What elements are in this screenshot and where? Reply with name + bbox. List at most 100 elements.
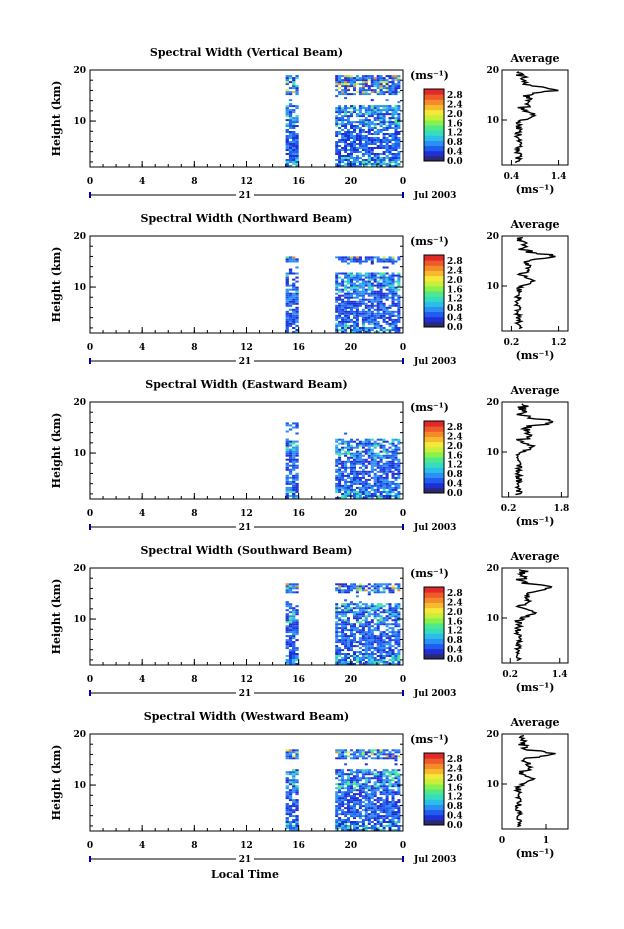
heatmap-cell	[335, 801, 339, 804]
heatmap-cell	[288, 113, 293, 116]
heatmap-cell	[338, 825, 342, 827]
heatmap-cell	[344, 294, 348, 297]
heatmap-cell	[335, 278, 339, 281]
heatmap-cell	[341, 331, 345, 333]
heatmap-cell	[394, 647, 398, 650]
heatmap-cell	[379, 779, 383, 782]
heatmap-cell	[379, 497, 383, 499]
heatmap-cell	[391, 282, 395, 285]
heatmap-cell	[347, 159, 350, 161]
heatmap-cell	[370, 807, 374, 810]
colorbar-swatch	[424, 607, 444, 614]
heatmap-cell	[285, 300, 289, 303]
heatmap-cell	[344, 655, 348, 657]
heatmap-cell	[285, 258, 289, 261]
heatmap-cell	[394, 304, 398, 307]
heatmap-cell	[394, 288, 398, 291]
x-tick-label: 20	[345, 343, 358, 353]
heatmap-cell	[350, 318, 353, 321]
heatmap-cell	[382, 789, 386, 792]
heatmap-cell	[295, 619, 299, 622]
heatmap-cell	[358, 452, 362, 455]
heatmap-cell	[397, 304, 401, 307]
heatmap-cell	[355, 474, 359, 477]
heatmap-cell	[285, 290, 289, 293]
heatmap-cell	[397, 793, 401, 796]
heatmap-cells	[285, 583, 401, 665]
heatmap-cell	[338, 749, 342, 752]
heatmap-cell	[367, 649, 371, 652]
heatmap-cell	[361, 77, 365, 80]
colorbar-swatch	[424, 260, 444, 266]
heatmap-cell	[353, 583, 356, 586]
heatmap-cell	[379, 284, 383, 287]
heatmap-cell	[347, 645, 350, 648]
heatmap-cell	[385, 89, 389, 92]
heatmap-cell	[391, 157, 395, 159]
heatmap-cell	[367, 440, 371, 443]
heatmap-cell	[338, 771, 342, 774]
heatmap-cell	[338, 470, 342, 473]
heatmap-cell	[288, 813, 293, 816]
heatmap-cell	[388, 442, 392, 445]
heatmap-cell	[373, 139, 377, 141]
heatmap-cell	[385, 484, 389, 487]
heatmap-cell	[376, 625, 380, 628]
heatmap-cell	[341, 470, 345, 473]
heatmap-cell	[355, 155, 359, 157]
heatmap-cell	[373, 294, 377, 297]
heatmap-cell	[295, 803, 299, 806]
heatmap-cell	[361, 322, 365, 325]
heatmap-cell	[394, 657, 398, 659]
heatmap-cell	[338, 795, 342, 798]
heatmap-cell	[370, 486, 374, 489]
heatmap-cell	[341, 827, 345, 829]
day-label: 21	[239, 855, 252, 865]
heatmap-cell	[385, 109, 389, 112]
heatmap-cell	[347, 655, 350, 657]
heatmap-cell	[388, 589, 392, 592]
heatmap-cell	[370, 813, 374, 816]
heatmap-cell	[285, 278, 289, 281]
y-tick-label: 10	[73, 283, 86, 293]
heatmap-cell	[335, 613, 339, 616]
heatmap-cell	[353, 165, 356, 167]
heatmap-cell	[285, 753, 289, 756]
heatmap-cell	[355, 454, 359, 457]
heatmap-cell	[350, 603, 353, 606]
heatmap-cell	[355, 314, 359, 317]
heatmap-cell	[344, 446, 348, 449]
heatmap-cell	[347, 143, 350, 145]
heatmap-cell	[355, 460, 359, 463]
heatmap-cell	[350, 448, 353, 451]
heatmap-cell	[394, 127, 398, 129]
heatmap-cell	[335, 141, 339, 143]
heatmap-cell	[361, 79, 365, 82]
heatmap-cell	[391, 771, 395, 774]
heatmap-cell	[353, 456, 356, 459]
heatmap-cell	[370, 258, 374, 261]
heatmap-cell	[288, 757, 293, 760]
heatmap-cell	[385, 258, 389, 261]
heatmap-cell	[367, 607, 371, 610]
heatmap-cell	[353, 302, 356, 305]
heatmap-cell	[285, 79, 289, 82]
heatmap-cell	[353, 641, 356, 644]
heatmap-cell	[292, 619, 296, 622]
y-tick-label: 20	[73, 66, 86, 76]
heatmap-cell	[285, 474, 289, 477]
colorbar-swatch	[424, 602, 444, 609]
heatmap-cell	[367, 312, 371, 315]
heatmap-cell	[338, 75, 342, 78]
heatmap-cell	[335, 661, 339, 663]
beam-panel-3	[89, 567, 569, 698]
heatmap-cell	[350, 131, 353, 133]
heatmap-cell	[367, 131, 371, 133]
heatmap-cell	[391, 480, 395, 483]
heatmap-cell	[292, 663, 296, 665]
heatmap-cell	[341, 298, 345, 301]
average-title: Average	[509, 716, 559, 729]
heatmap-cell	[376, 607, 380, 610]
heatmap-cell	[370, 493, 374, 495]
heatmap-cell	[344, 87, 348, 90]
